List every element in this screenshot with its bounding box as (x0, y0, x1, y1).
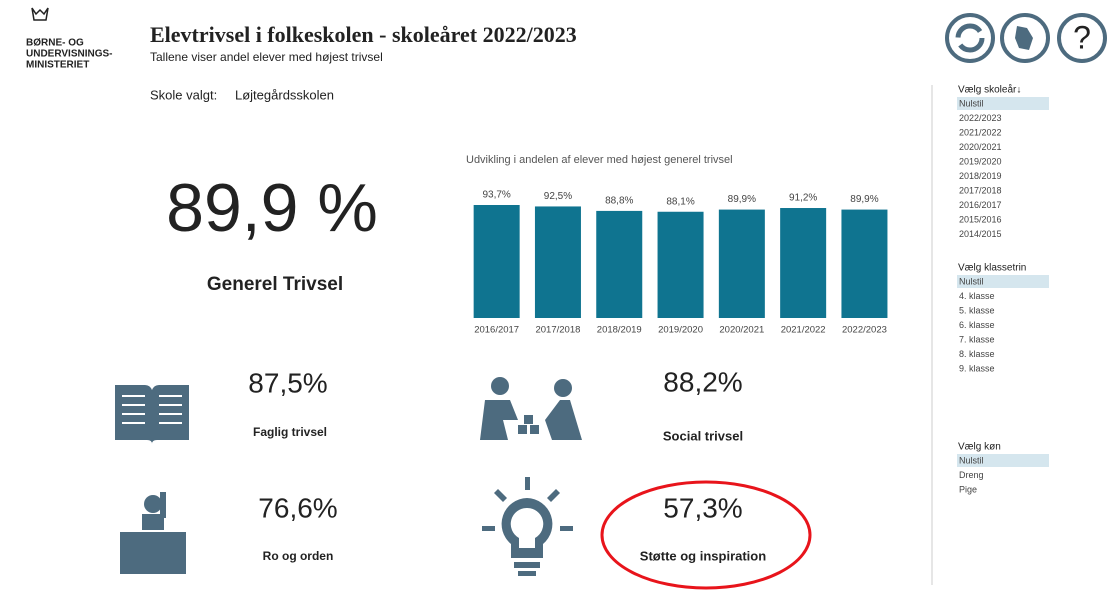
filter-item[interactable]: 4. klasse (959, 291, 995, 301)
filter-item[interactable]: 2018/2019 (959, 171, 1002, 181)
kpi-value: 88,2% (663, 366, 742, 397)
highlight-ellipse (600, 480, 812, 590)
filter-selected (957, 97, 1049, 110)
bar (780, 208, 827, 318)
x-tick-label: 2019/2020 (658, 325, 703, 336)
filter-item[interactable]: Nulstil (959, 455, 984, 465)
value-label: 89,9% (850, 194, 878, 205)
filter-item[interactable]: 2019/2020 (959, 156, 1002, 166)
filter-item[interactable]: Pige (959, 484, 977, 494)
filter-item[interactable]: 7. klasse (959, 334, 995, 344)
logo: BØRNE- OG UNDERVISNINGS- MINISTERIET (26, 7, 113, 71)
x-tick-label: 2020/2021 (719, 325, 764, 336)
filter-selected (957, 454, 1049, 467)
logo-line: UNDERVISNINGS- (26, 49, 113, 60)
subtitle: Tallene viser andel elever med højest tr… (150, 50, 383, 64)
kpi-label: Social trivsel (663, 428, 743, 443)
filter-item[interactable]: 9. klasse (959, 363, 995, 373)
kpi-value: 76,6% (258, 492, 337, 523)
filter-item[interactable]: Nulstil (959, 276, 984, 286)
filter-item[interactable]: 2017/2018 (959, 185, 1002, 195)
filter-item[interactable]: Nulstil (959, 98, 984, 108)
desk-icon (120, 492, 186, 574)
logo-line: MINISTERIET (26, 60, 89, 71)
bar (596, 210, 643, 318)
kpi-label: Ro og orden (263, 549, 334, 563)
school: Løjtegårdsskolen (235, 87, 334, 102)
main-kpi-label: Generel Trivsel (207, 274, 343, 295)
filter-title: Vælg klassetrin (958, 263, 1026, 274)
title: Elevtrivsel i folkeskolen - skoleåret 20… (150, 22, 577, 47)
logo-line: BØRNE- OG (26, 38, 84, 49)
bar (657, 211, 704, 318)
chart-title: Udvikling i andelen af elever med højest… (466, 154, 733, 166)
filter-item[interactable]: 2015/2016 (959, 214, 1002, 224)
map-button[interactable] (1000, 13, 1050, 63)
value-label: 91,2% (789, 193, 817, 204)
bar (473, 205, 520, 318)
x-tick-label: 2021/2022 (781, 325, 826, 336)
bar (841, 209, 888, 318)
value-label: 89,9% (728, 194, 756, 205)
kpi-value: 87,5% (248, 367, 327, 398)
book-icon (115, 385, 189, 444)
help-button[interactable] (1057, 13, 1107, 63)
x-tick-label: 2016/2017 (474, 325, 519, 336)
kpi-label: Faglig trivsel (253, 425, 327, 439)
filter-item[interactable]: Dreng (959, 470, 984, 480)
lightbulb-icon (482, 477, 573, 576)
x-tick-label: 2018/2019 (597, 325, 642, 336)
bar (534, 206, 581, 318)
value-label: 93,7% (482, 190, 510, 201)
x-tick-label: 2017/2018 (535, 325, 580, 336)
kpi-value: 57,3% (663, 492, 742, 523)
value-label: 88,1% (666, 196, 694, 207)
filter-title: Vælg køn (958, 442, 1001, 453)
main-kpi-value: 89,9 % (166, 170, 378, 246)
bar-chart: 93,7% 2016/2017 92,5% 2017/2018 88,8% 2018/20… (473, 190, 888, 336)
filter-item[interactable]: 2021/2022 (959, 127, 1002, 137)
value-label: 88,8% (605, 196, 633, 207)
filter-item[interactable]: 2014/2015 (959, 229, 1002, 239)
filter-title: Vælg skoleår↓ (958, 84, 1021, 96)
value-label: 92,5% (544, 191, 572, 202)
filter-panel: Vælg skoleår↓ Nulstil 2022/2023 2021/2022 20… (957, 84, 1049, 494)
filter-item[interactable]: 5. klasse (959, 305, 995, 315)
social-icon (480, 377, 582, 440)
filter-item[interactable]: 8. klasse (959, 349, 995, 359)
filter-item[interactable]: 2022/2023 (959, 113, 1002, 123)
filter-item[interactable]: 2016/2017 (959, 200, 1002, 210)
filter-selected (957, 275, 1049, 288)
kpi-label: Støtte og inspiration (640, 548, 766, 563)
filter-item[interactable]: 6. klasse (959, 320, 995, 330)
refresh-button[interactable] (945, 13, 995, 63)
x-tick-label: 2022/2023 (842, 325, 887, 336)
filter-item[interactable]: 2020/2021 (959, 142, 1002, 152)
bar (718, 209, 765, 318)
svg-text:?: ? (1073, 19, 1091, 55)
toolbar: ? (945, 13, 1107, 63)
school-label: Skole valgt: (150, 87, 217, 102)
